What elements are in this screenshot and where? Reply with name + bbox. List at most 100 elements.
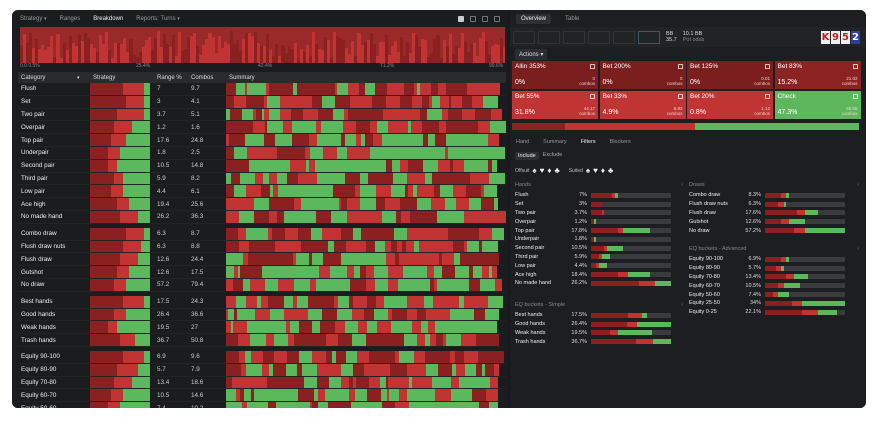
filter-row[interactable]: Set 3% <box>515 200 683 209</box>
spot-node[interactable] <box>588 30 610 44</box>
filter-row[interactable]: Weak hands 19.5% <box>515 329 683 338</box>
table-row[interactable]: Gutshot 12.6 17.5 <box>18 266 506 279</box>
club-icon[interactable]: ♣ <box>607 166 614 175</box>
filter-row[interactable]: Equity 25-50 34% <box>689 299 859 308</box>
expand-icon[interactable] <box>852 94 858 99</box>
tab-overview[interactable]: Overview <box>516 13 552 24</box>
table-row[interactable]: Flush draw nuts 6.3 8.8 <box>18 240 506 254</box>
spot-node[interactable] <box>538 30 560 44</box>
tab-breakdown[interactable]: Breakdown <box>93 15 124 22</box>
table-row[interactable]: Equity 80-90 5.7 7.9 <box>18 363 506 377</box>
tab-reports[interactable]: Reports: Turns ▾ <box>136 15 180 22</box>
filter-row[interactable]: Third pair 5.9% <box>515 253 683 262</box>
spot-node[interactable] <box>563 30 585 44</box>
tab-table[interactable]: Table <box>565 15 580 22</box>
table-row[interactable]: Equity 60-70 10.5 14.6 <box>18 389 506 403</box>
filter-row[interactable]: Good hands 26.4% <box>515 320 683 329</box>
table-row[interactable]: Ace high 19.4 25.6 <box>18 198 506 211</box>
action-cell[interactable]: Bet 55% 31.8% 44.17 combos <box>512 91 598 119</box>
filter-row[interactable]: Gutshot 12.6% <box>689 217 859 226</box>
expand-icon[interactable] <box>590 94 595 99</box>
filter-row[interactable]: Equity 60-70 10.5% <box>689 281 859 290</box>
filter-row[interactable]: Flush draw nuts 6.3% <box>689 200 859 209</box>
expand-icon[interactable] <box>677 64 683 69</box>
grid-icon[interactable] <box>482 15 488 22</box>
view-toggle-icon[interactable] <box>458 15 464 22</box>
table-row[interactable]: Equity 70-80 13.4 18.6 <box>18 376 506 390</box>
filter-row[interactable]: Low pair 4.4% <box>515 261 683 270</box>
filter-row[interactable]: Equity 0-25 22.1% <box>689 308 859 317</box>
settings-icon[interactable] <box>470 15 476 22</box>
include-button[interactable]: Include <box>515 152 539 160</box>
chevron-icon[interactable]: ‹ <box>681 302 683 308</box>
diamond-icon[interactable]: ♦ <box>547 166 552 175</box>
filter-row[interactable]: Overpair 1.2% <box>515 217 683 226</box>
heart-icon[interactable]: ♥ <box>593 166 598 175</box>
table-row[interactable]: Equity 50-60 7.410.2 <box>18 402 506 408</box>
header-summary[interactable]: Summary <box>229 74 255 81</box>
action-cell[interactable]: Bet 200% 0% 0 combos <box>599 61 686 89</box>
spot-node[interactable] <box>513 30 535 44</box>
table-row[interactable]: Two pair 3.7 5.1 <box>18 108 506 122</box>
spot-node-active[interactable] <box>638 30 660 44</box>
spot-node[interactable] <box>613 30 635 44</box>
table-row[interactable]: Second pair 10.5 14.8 <box>18 159 506 173</box>
header-category[interactable]: Category ▾ <box>21 74 80 81</box>
filter-row[interactable]: Top pair 17.8% <box>515 226 683 235</box>
tab-blockers[interactable]: Blockers <box>609 139 631 145</box>
table-row[interactable]: Flush 7 9.7 <box>18 83 506 96</box>
table-row[interactable]: Overpair 1.2 1.6 <box>18 121 506 135</box>
chevron-icon[interactable]: ‹ <box>681 182 683 188</box>
table-row[interactable]: Combo draw 6.3 8.7 <box>18 227 506 241</box>
heart-icon[interactable]: ♥ <box>539 166 545 175</box>
filter-row[interactable]: Equity 80-90 5.7% <box>689 264 859 273</box>
filter-row[interactable]: Trash hands 36.7% <box>515 337 683 346</box>
header-strategy[interactable]: Strategy <box>93 74 116 81</box>
table-row[interactable]: No made hand 26.2 36.3 <box>18 210 506 224</box>
action-cell[interactable]: Bet 33% 4.9% 6.82 combos <box>599 91 686 119</box>
action-cell[interactable]: Check 47.3% 65.65 combos <box>774 91 861 119</box>
filter-row[interactable]: Ace high 18.4% <box>515 270 683 279</box>
tab-strategy[interactable]: Strategy ▾ <box>20 15 47 22</box>
filter-row[interactable]: Flush draw 17.6% <box>689 209 859 218</box>
table-row[interactable]: Set 3 4.1 <box>18 95 506 109</box>
filter-row[interactable]: Two pair 3.7% <box>515 209 683 218</box>
table-row[interactable]: Trash hands 36.7 50.8 <box>18 334 506 347</box>
header-range[interactable]: Range % <box>157 74 182 81</box>
action-cell[interactable]: Bet 125% 0% 0.01 combos <box>687 61 773 89</box>
table-row[interactable]: Underpair 1.8 2.5 <box>18 146 506 160</box>
filter-row[interactable]: Second pair 10.5% <box>515 244 683 253</box>
spade-icon[interactable]: ♠ <box>585 166 591 175</box>
action-cell[interactable]: Bet 20% 0.8% 1.12 combos <box>687 91 773 119</box>
filter-row[interactable]: No draw 57.2% <box>689 226 859 235</box>
filter-row[interactable]: Underpair 1.8% <box>515 235 683 244</box>
expand-icon[interactable] <box>852 64 858 69</box>
table-row[interactable]: Top pair 17.6 24.8 <box>18 134 506 147</box>
filter-row[interactable]: Equity 50-60 7.4% <box>689 290 859 299</box>
table-row[interactable]: No draw 57.2 79.4 <box>18 278 506 292</box>
tab-hand[interactable]: Hand <box>516 139 530 145</box>
table-row[interactable]: Weak hands 19.5 27 <box>18 321 506 335</box>
filter-row[interactable]: No made hand 26.2% <box>515 279 683 288</box>
expand-icon[interactable] <box>590 64 595 69</box>
chevron-icon[interactable]: ‹ <box>857 246 859 252</box>
filter-row[interactable]: Combo draw 8.3% <box>689 191 859 200</box>
list-icon[interactable] <box>494 15 500 22</box>
table-row[interactable]: Third pair 5.9 8.2 <box>18 172 506 186</box>
filter-row[interactable]: Equity 70-80 13.4% <box>689 273 859 282</box>
diamond-icon[interactable]: ♦ <box>600 166 605 175</box>
spade-icon[interactable]: ♠ <box>532 166 537 175</box>
table-row[interactable]: Low pair 4.4 6.1 <box>18 185 506 199</box>
filter-row[interactable]: Equity 90-100 6.9% <box>689 255 859 264</box>
expand-icon[interactable] <box>765 94 770 99</box>
chevron-icon[interactable]: ‹ <box>857 182 859 188</box>
action-cell[interactable]: Bet 83% 15.2% 21.02 combos <box>774 61 861 89</box>
table-row[interactable]: Best hands 17.5 24.3 <box>18 295 506 309</box>
header-combos[interactable]: Combos <box>191 74 214 81</box>
actions-dropdown[interactable]: Actions ▾ <box>515 49 548 60</box>
table-row[interactable]: Good hands 26.4 36.6 <box>18 308 506 322</box>
tab-summary[interactable]: Summary <box>543 139 567 145</box>
filter-row[interactable]: Best hands 17.5% <box>515 311 683 320</box>
club-icon[interactable]: ♣ <box>554 166 560 175</box>
exclude-button[interactable]: Exclude <box>542 152 563 158</box>
